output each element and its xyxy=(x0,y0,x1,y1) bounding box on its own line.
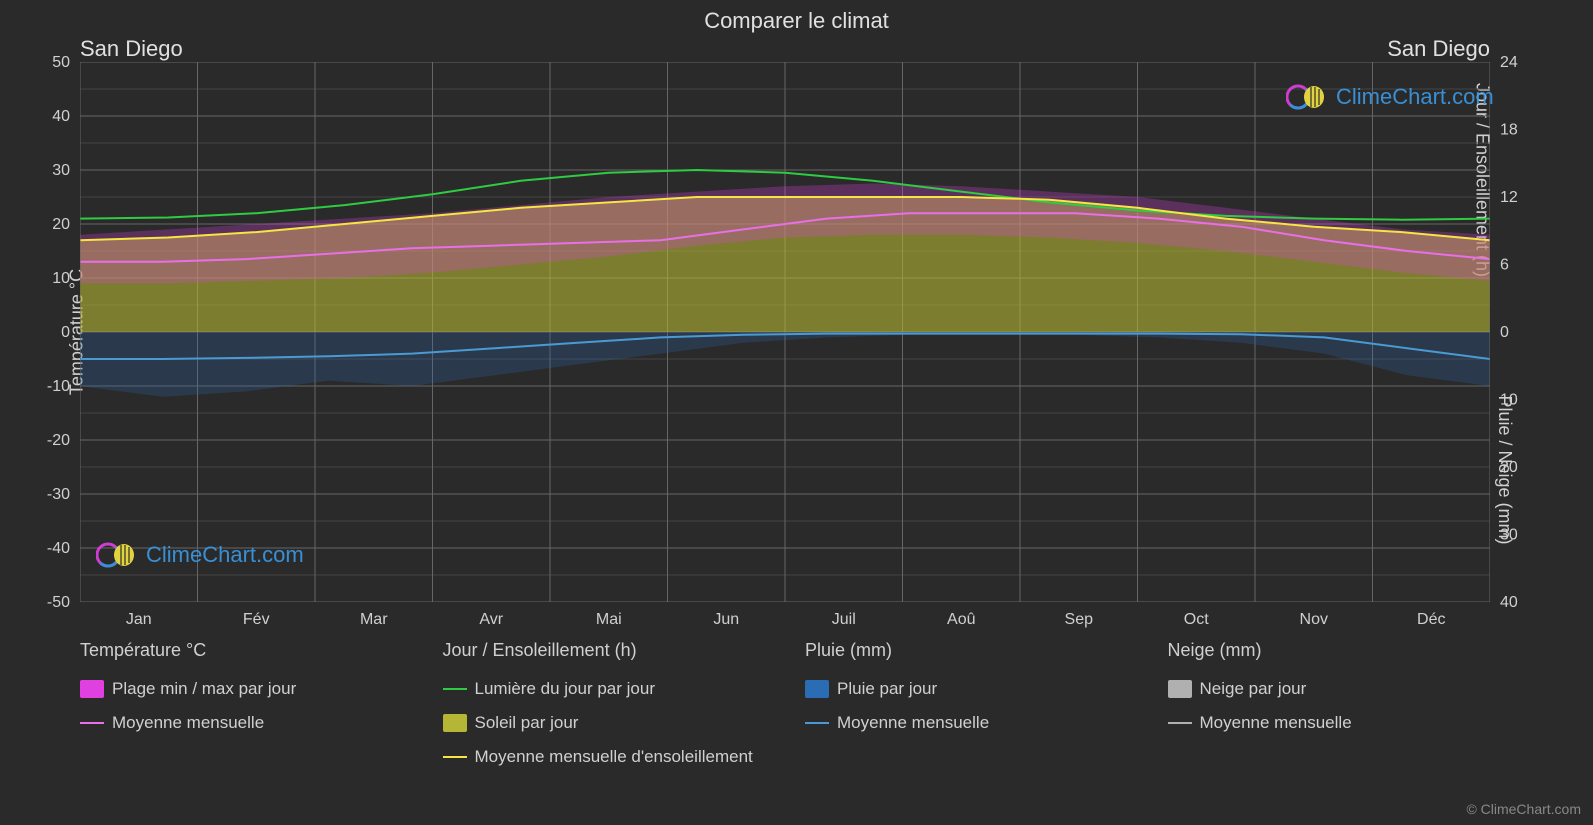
svg-text:30: 30 xyxy=(1500,527,1518,544)
svg-text:Mai: Mai xyxy=(596,611,622,628)
chart-title: Comparer le climat xyxy=(0,8,1593,34)
x-axis: Jan Fév Mar Avr Mai Jun Juil Aoû Sep Oct Nov Déc xyxy=(0,604,1593,634)
svg-text:-20: -20 xyxy=(47,432,70,449)
svg-text:Jan: Jan xyxy=(126,611,152,628)
legend-item: Lumière du jour par jour xyxy=(443,679,766,699)
svg-text:12: 12 xyxy=(1500,189,1518,206)
plot-svg xyxy=(80,62,1490,602)
legend-label: Moyenne mensuelle xyxy=(837,713,989,733)
svg-text:Déc: Déc xyxy=(1417,611,1445,628)
svg-text:50: 50 xyxy=(52,54,70,71)
svg-text:Juil: Juil xyxy=(832,611,856,628)
legend-item: Plage min / max par jour xyxy=(80,679,403,699)
svg-text:10: 10 xyxy=(1500,392,1518,409)
legend-swatch xyxy=(1168,680,1192,698)
location-label-left: San Diego xyxy=(80,36,183,62)
svg-text:0: 0 xyxy=(1500,324,1509,341)
plot-area xyxy=(80,62,1490,602)
svg-text:6: 6 xyxy=(1500,257,1509,274)
legend-title: Jour / Ensoleillement (h) xyxy=(443,640,766,661)
svg-text:Sep: Sep xyxy=(1065,611,1094,628)
legend-column: Pluie (mm) Pluie par jour Moyenne mensuell… xyxy=(805,640,1128,767)
climate-chart: Comparer le climat San Diego San Diego T… xyxy=(0,0,1593,825)
legend-item: Moyenne mensuelle d'ensoleillement xyxy=(443,747,766,767)
copyright-text: © ClimeChart.com xyxy=(1466,801,1581,817)
y-axis-right: 0 6 12 18 24 10 20 30 40 xyxy=(1490,52,1593,612)
legend-item: Soleil par jour xyxy=(443,713,766,733)
legend-label: Moyenne mensuelle xyxy=(1200,713,1352,733)
watermark-text: ClimeChart.com xyxy=(1336,84,1494,110)
legend-swatch xyxy=(805,722,829,724)
legend-column: Neige (mm) Neige par jour Moyenne mensuell… xyxy=(1168,640,1491,767)
svg-text:-50: -50 xyxy=(47,594,70,611)
svg-text:-40: -40 xyxy=(47,540,70,557)
svg-text:40: 40 xyxy=(1500,594,1518,611)
legend-item: Moyenne mensuelle xyxy=(1168,713,1491,733)
location-label-right: San Diego xyxy=(1387,36,1490,62)
svg-text:Oct: Oct xyxy=(1184,611,1209,628)
legend-item: Neige par jour xyxy=(1168,679,1491,699)
legend-item: Moyenne mensuelle xyxy=(805,713,1128,733)
legend-label: Moyenne mensuelle xyxy=(112,713,264,733)
svg-text:30: 30 xyxy=(52,162,70,179)
legend-label: Pluie par jour xyxy=(837,679,937,699)
watermark-top-right: ClimeChart.com xyxy=(1286,82,1494,112)
watermark-text: ClimeChart.com xyxy=(146,542,304,568)
legend-label: Neige par jour xyxy=(1200,679,1307,699)
svg-text:24: 24 xyxy=(1500,54,1518,71)
svg-text:-10: -10 xyxy=(47,378,70,395)
svg-text:Aoû: Aoû xyxy=(947,611,975,628)
svg-text:10: 10 xyxy=(52,270,70,287)
svg-text:40: 40 xyxy=(52,108,70,125)
svg-text:Jun: Jun xyxy=(713,611,739,628)
svg-text:20: 20 xyxy=(52,216,70,233)
svg-text:18: 18 xyxy=(1500,122,1518,139)
climechart-logo-icon xyxy=(1286,82,1330,112)
svg-text:Avr: Avr xyxy=(479,611,503,628)
legend-title: Température °C xyxy=(80,640,403,661)
legend-title: Pluie (mm) xyxy=(805,640,1128,661)
svg-text:Fév: Fév xyxy=(243,611,270,628)
legend-label: Lumière du jour par jour xyxy=(475,679,655,699)
legend-swatch xyxy=(805,680,829,698)
legend-label: Plage min / max par jour xyxy=(112,679,296,699)
legend-item: Pluie par jour xyxy=(805,679,1128,699)
legend-swatch xyxy=(443,756,467,758)
legend-swatch xyxy=(1168,722,1192,724)
legend-column: Température °C Plage min / max par jour Mo… xyxy=(80,640,403,767)
svg-text:0: 0 xyxy=(61,324,70,341)
y-axis-left: -50 -40 -30 -20 -10 0 10 20 30 40 50 xyxy=(0,52,80,612)
legend-column: Jour / Ensoleillement (h) Lumière du jour… xyxy=(443,640,766,767)
climechart-logo-icon xyxy=(96,540,140,570)
legend-swatch xyxy=(443,688,467,690)
legend-label: Moyenne mensuelle d'ensoleillement xyxy=(475,747,753,767)
legend-swatch xyxy=(80,722,104,724)
watermark-bottom-left: ClimeChart.com xyxy=(96,540,304,570)
svg-text:20: 20 xyxy=(1500,459,1518,476)
legend-item: Moyenne mensuelle xyxy=(80,713,403,733)
svg-text:-30: -30 xyxy=(47,486,70,503)
legend-swatch xyxy=(443,714,467,732)
legend-swatch xyxy=(80,680,104,698)
legend-label: Soleil par jour xyxy=(475,713,579,733)
svg-text:Nov: Nov xyxy=(1300,611,1328,628)
legend: Température °C Plage min / max par jour Mo… xyxy=(80,640,1490,767)
svg-text:Mar: Mar xyxy=(360,611,388,628)
legend-title: Neige (mm) xyxy=(1168,640,1491,661)
